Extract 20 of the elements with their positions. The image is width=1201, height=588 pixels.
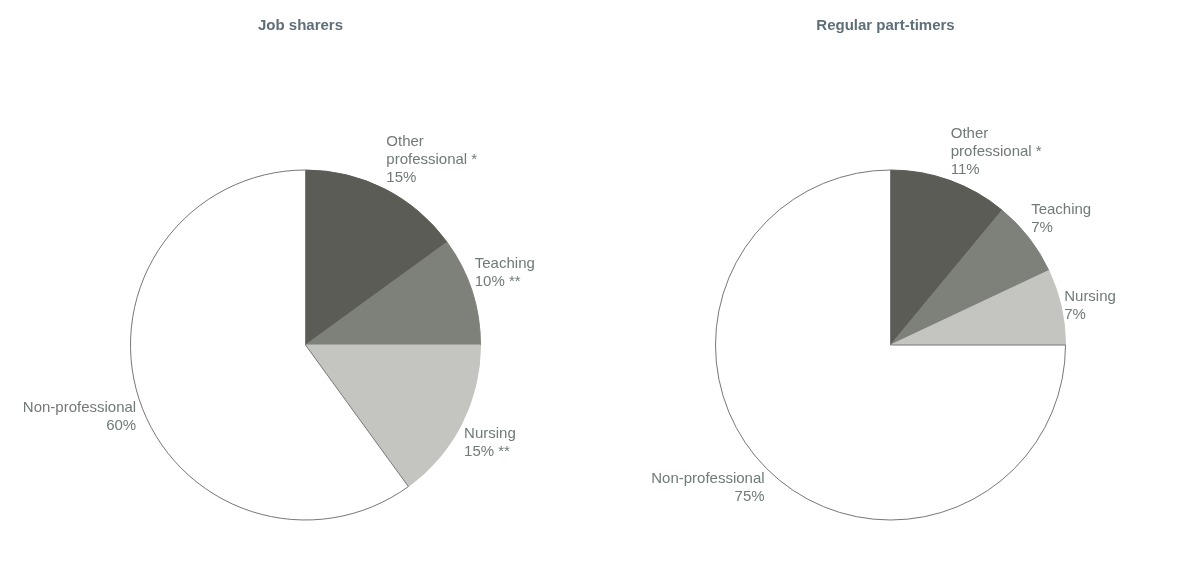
data-label: 7% (1064, 305, 1086, 323)
data-label: 15% (386, 168, 417, 186)
pie-slice (890, 269, 1066, 346)
chart-title: Regular part-timers (815, 16, 956, 35)
data-label: 10% ** (474, 271, 521, 289)
chart-title: Job sharers (256, 16, 344, 35)
pie-slice (305, 169, 448, 346)
slice-label: Teaching (1031, 199, 1092, 217)
slice-label: Other professional * (950, 123, 1042, 159)
slice-label: Teaching (474, 253, 535, 271)
slice-label: Non-professional (651, 468, 765, 486)
data-label: 7% (1031, 217, 1053, 235)
slice-label: Nursing (1064, 287, 1116, 305)
data-label: 60% (106, 416, 137, 434)
slice-label: Non-professional (22, 398, 137, 416)
data-label: 15% ** (464, 441, 511, 459)
slice-label: Other professional * (386, 132, 478, 168)
data-label: 75% (734, 486, 765, 504)
data-label: 11% (950, 159, 980, 177)
slice-label: Nursing (464, 423, 516, 441)
